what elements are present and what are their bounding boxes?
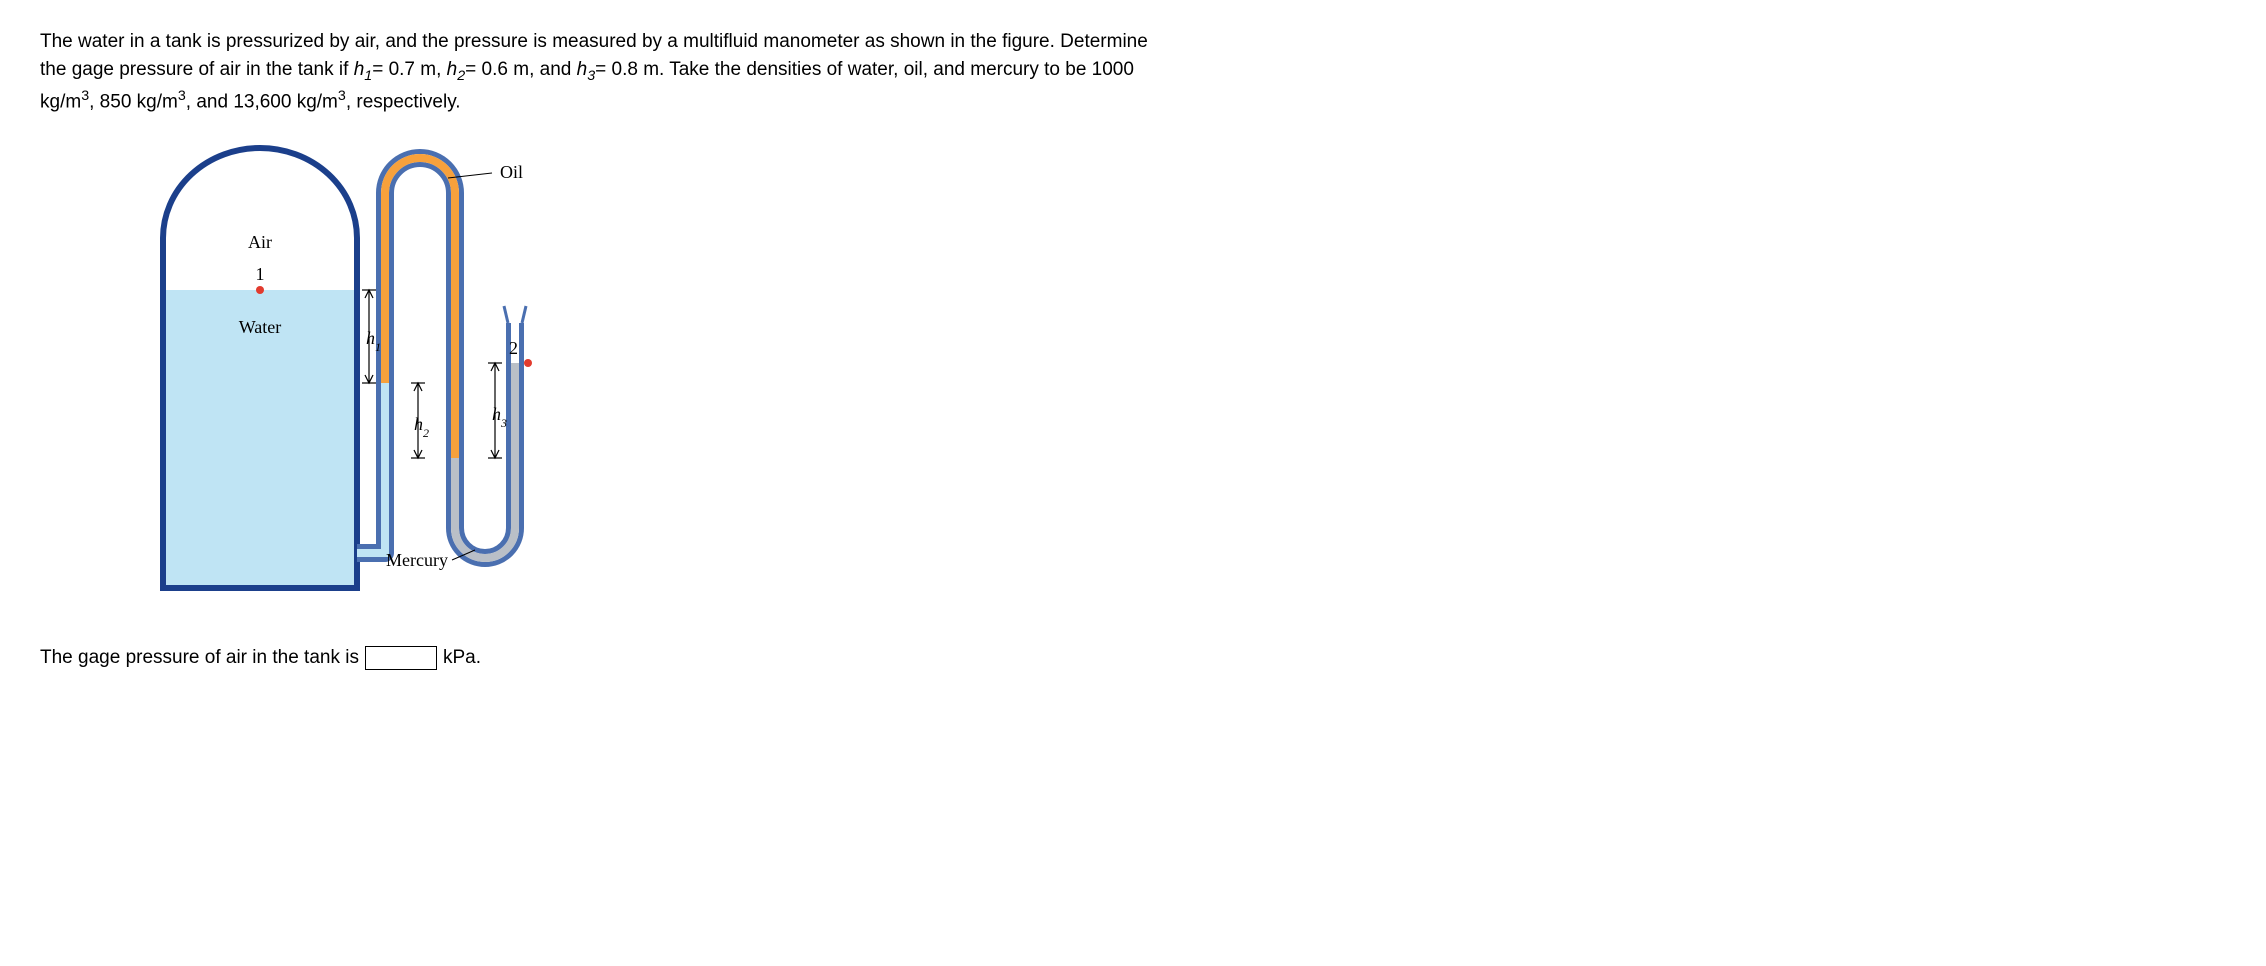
h1-sub: 1 bbox=[364, 67, 372, 83]
h2-var: h bbox=[447, 59, 458, 80]
mercury-label: Mercury bbox=[386, 550, 448, 570]
problem-line-1a: The water in a tank is pressurized by ai… bbox=[40, 31, 1148, 52]
l2a: kg/m bbox=[40, 91, 81, 112]
answer-unit: kPa. bbox=[443, 644, 481, 672]
problem-statement: The water in a tank is pressurized by ai… bbox=[40, 28, 2140, 116]
h2-sub: 2 bbox=[457, 67, 465, 83]
oil-label: Oil bbox=[500, 162, 523, 182]
l2d: , respectively. bbox=[346, 91, 461, 112]
h3-sub: 3 bbox=[587, 67, 595, 83]
point-2 bbox=[524, 359, 532, 367]
flare-left bbox=[504, 306, 508, 323]
point-1 bbox=[256, 286, 264, 294]
manometer-figure: 1 2 h1 h2 h3 bbox=[130, 138, 570, 618]
l2b-sup: 3 bbox=[178, 88, 186, 104]
answer-input[interactable] bbox=[365, 646, 437, 670]
h2-label: h2 bbox=[414, 414, 429, 440]
water-label: Water bbox=[239, 317, 282, 337]
flare-right bbox=[522, 306, 526, 323]
l2a-sup: 3 bbox=[81, 88, 89, 104]
h3-eq: = 0.8 m. Take the densities of water, oi… bbox=[595, 59, 1134, 80]
answer-prefix: The gage pressure of air in the tank is bbox=[40, 644, 359, 672]
answer-line: The gage pressure of air in the tank is … bbox=[40, 644, 2226, 672]
l2b: , 850 kg/m bbox=[89, 91, 178, 112]
point-2-label: 2 bbox=[509, 338, 518, 358]
point-1-label: 1 bbox=[256, 264, 265, 284]
problem-line-1b: the gage pressure of air in the tank if bbox=[40, 59, 354, 80]
tube-oil bbox=[385, 158, 455, 458]
h2-eq: = 0.6 m, and bbox=[465, 59, 576, 80]
h3-label: h3 bbox=[492, 404, 507, 430]
h1-eq: = 0.7 m, bbox=[372, 59, 446, 80]
figure: 1 2 h1 h2 h3 bbox=[130, 138, 2226, 627]
air-label: Air bbox=[248, 232, 272, 252]
h3-var: h bbox=[577, 59, 588, 80]
l2c-sup: 3 bbox=[338, 88, 346, 104]
tube-outer bbox=[357, 158, 515, 558]
h1-var: h bbox=[354, 59, 365, 80]
l2c: , and 13,600 kg/m bbox=[186, 91, 338, 112]
